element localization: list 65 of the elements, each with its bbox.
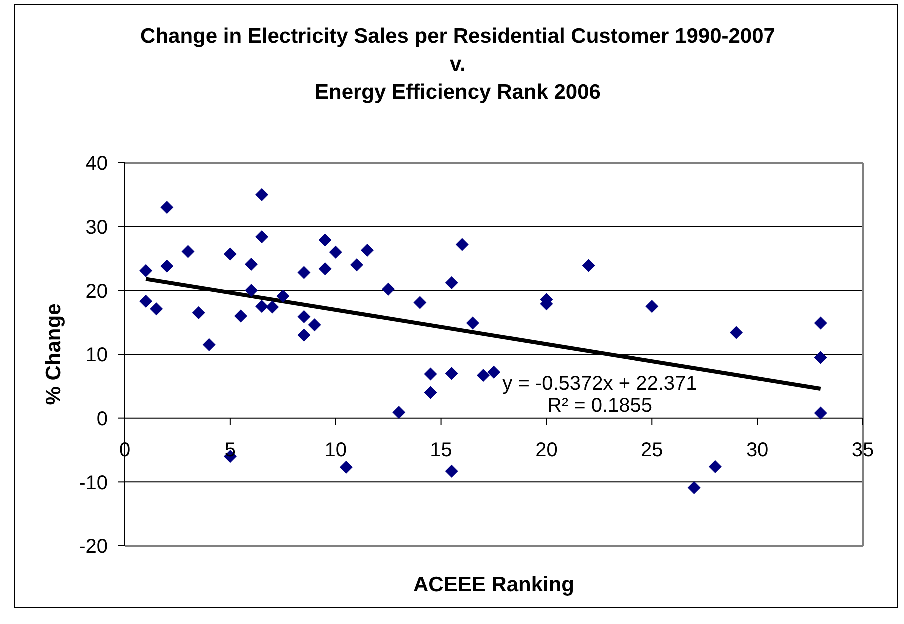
annotation: y = -0.5372x + 22.371 (502, 372, 698, 395)
x-tick-label: 10 (324, 439, 347, 462)
point (298, 266, 311, 280)
point (224, 248, 237, 261)
point (182, 245, 195, 258)
point (140, 295, 153, 308)
point (276, 290, 290, 303)
point (424, 386, 438, 400)
point (256, 230, 269, 244)
point (160, 201, 174, 214)
point (140, 264, 153, 278)
point (814, 351, 828, 364)
x-axis-title: ACEEE Ranking (413, 573, 575, 596)
point (150, 302, 164, 316)
annotation: R² = 0.1855 (547, 394, 653, 417)
y-tick-label: -10 (79, 472, 108, 494)
point (730, 326, 743, 340)
point (646, 300, 659, 314)
point (245, 284, 258, 298)
point (688, 481, 701, 494)
x-tick-label: 35 (852, 439, 874, 462)
point (256, 188, 269, 202)
x-tick-label: 25 (641, 439, 664, 462)
point (329, 246, 342, 259)
point (234, 310, 248, 323)
point (318, 262, 332, 276)
point (192, 306, 206, 320)
point (318, 234, 332, 247)
chart-title: Change in Electricity Sales per Residential Customer 1990-2007 v. Energy Efficiency Rank 2006 (140, 25, 776, 104)
point (708, 460, 722, 474)
point (392, 406, 406, 420)
y-tick-label: 20 (86, 280, 108, 303)
point (476, 369, 490, 382)
point (456, 238, 469, 252)
x-tick-label: 20 (536, 439, 558, 462)
point (160, 260, 174, 273)
y-tick-label: 30 (86, 216, 108, 239)
point (256, 300, 269, 314)
point (445, 464, 458, 478)
y-tick-label: 0 (96, 408, 108, 430)
x-tick-label: 15 (430, 439, 452, 462)
point (308, 318, 322, 332)
point (298, 328, 311, 342)
point (414, 296, 427, 310)
point (582, 259, 596, 272)
point (382, 282, 396, 296)
point (424, 368, 438, 381)
point (488, 366, 500, 379)
point (298, 310, 311, 324)
point (814, 316, 828, 330)
y-tick-label: -20 (79, 536, 108, 558)
y-tick-label: 10 (86, 344, 108, 367)
point (360, 244, 374, 257)
point (202, 338, 216, 352)
x-tick-label: 30 (746, 439, 769, 462)
point (340, 460, 353, 474)
point (814, 406, 828, 420)
point (245, 258, 258, 271)
y-axis-title: % Change (42, 304, 66, 406)
point (266, 300, 280, 314)
point (445, 367, 458, 380)
y-tick-label: 40 (86, 153, 108, 176)
point (466, 316, 480, 330)
point (445, 276, 458, 290)
point (350, 258, 364, 272)
